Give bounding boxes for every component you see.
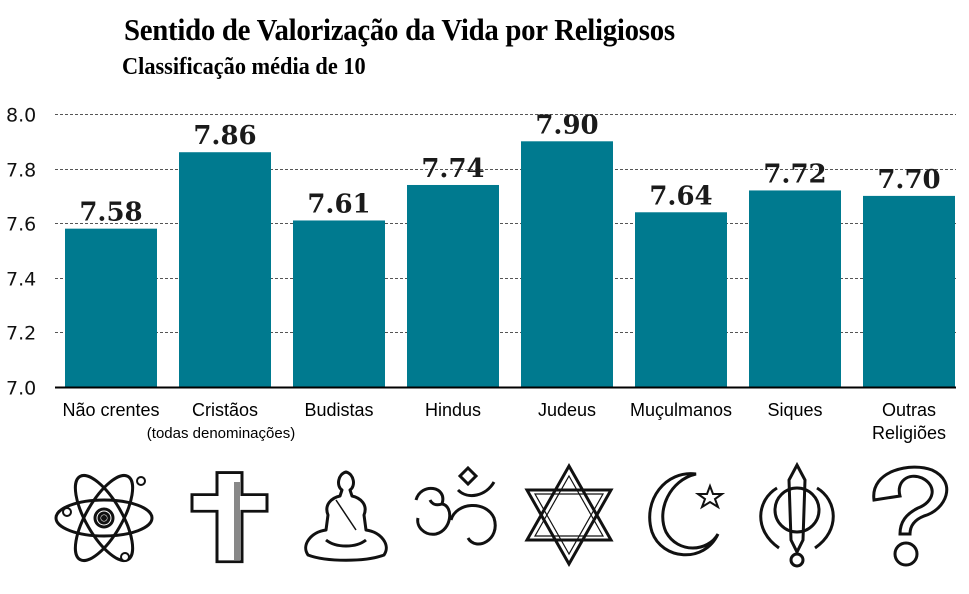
y-tick-label: 7.8 xyxy=(6,160,36,182)
y-tick-label: 8.0 xyxy=(6,105,36,127)
category-label: Hindus xyxy=(388,399,518,422)
y-tick-label: 7.4 xyxy=(6,269,36,291)
y-tick-label: 7.6 xyxy=(6,214,36,236)
bar xyxy=(635,212,727,387)
category-label-line: Muçulmanos xyxy=(629,400,733,420)
value-labels: 7.58 7.86 7.61 7.74 7.90 7.64 7.72 7.70 xyxy=(79,110,940,227)
category-label: Muçulmanos xyxy=(616,399,746,422)
bar-chart: 7.07.27.47.67.88.0 7.587.867.617.747.907… xyxy=(6,105,956,400)
value-label: 7.61 xyxy=(307,189,370,219)
category-label-line: Siques xyxy=(767,400,823,420)
bar xyxy=(863,195,955,387)
category-label-line: Religiões xyxy=(871,423,947,443)
value-label: 7.90 xyxy=(535,110,598,140)
category-label-line: Judeus xyxy=(537,400,597,420)
star-of-david-icon xyxy=(524,462,614,568)
y-tick-label: 7.2 xyxy=(6,323,36,345)
value-label: 7.58 xyxy=(79,198,142,228)
bar xyxy=(521,141,613,387)
crescent-star-icon xyxy=(648,472,726,557)
value-label: 7.74 xyxy=(421,154,484,184)
category-label-line: Budistas xyxy=(304,400,374,420)
chart-subtitle: Classificação média de 10 xyxy=(122,54,366,80)
cross-icon xyxy=(190,471,269,564)
question-mark-icon xyxy=(872,465,949,567)
value-label: 7.64 xyxy=(649,181,712,211)
category-label: Outras Religiões xyxy=(844,399,969,445)
category-label: Siques xyxy=(730,399,860,422)
category-label-line: Hindus xyxy=(424,400,482,420)
category-label-line: Cristãos xyxy=(191,400,258,420)
category-label-line: Não crentes xyxy=(62,400,160,420)
category-label: Não crentes xyxy=(46,399,176,422)
bar xyxy=(749,190,841,387)
bar xyxy=(179,152,271,387)
y-tick-label: 7.0 xyxy=(6,378,36,400)
value-label: 7.86 xyxy=(193,121,256,151)
bar xyxy=(293,220,385,387)
value-label: 7.70 xyxy=(877,165,940,195)
category-label-line: Outras xyxy=(881,400,937,420)
category-label: Cristãos xyxy=(160,399,290,422)
y-axis-ticks: 7.0 7.2 7.4 7.6 7.8 8.0 xyxy=(6,105,36,400)
category-note: (todas denominações) xyxy=(146,425,296,442)
bar xyxy=(407,184,499,387)
atom-icon xyxy=(54,473,154,563)
category-label: Judeus xyxy=(502,399,632,422)
bars xyxy=(65,141,955,387)
om-icon xyxy=(414,465,497,546)
value-label: 7.72 xyxy=(763,159,826,189)
buddha-icon xyxy=(304,470,388,562)
khanda-icon xyxy=(759,461,835,568)
category-label: Budistas xyxy=(274,399,404,422)
chart-title: Sentido de Valorização da Vida por Relig… xyxy=(124,12,675,47)
bar xyxy=(65,228,157,387)
